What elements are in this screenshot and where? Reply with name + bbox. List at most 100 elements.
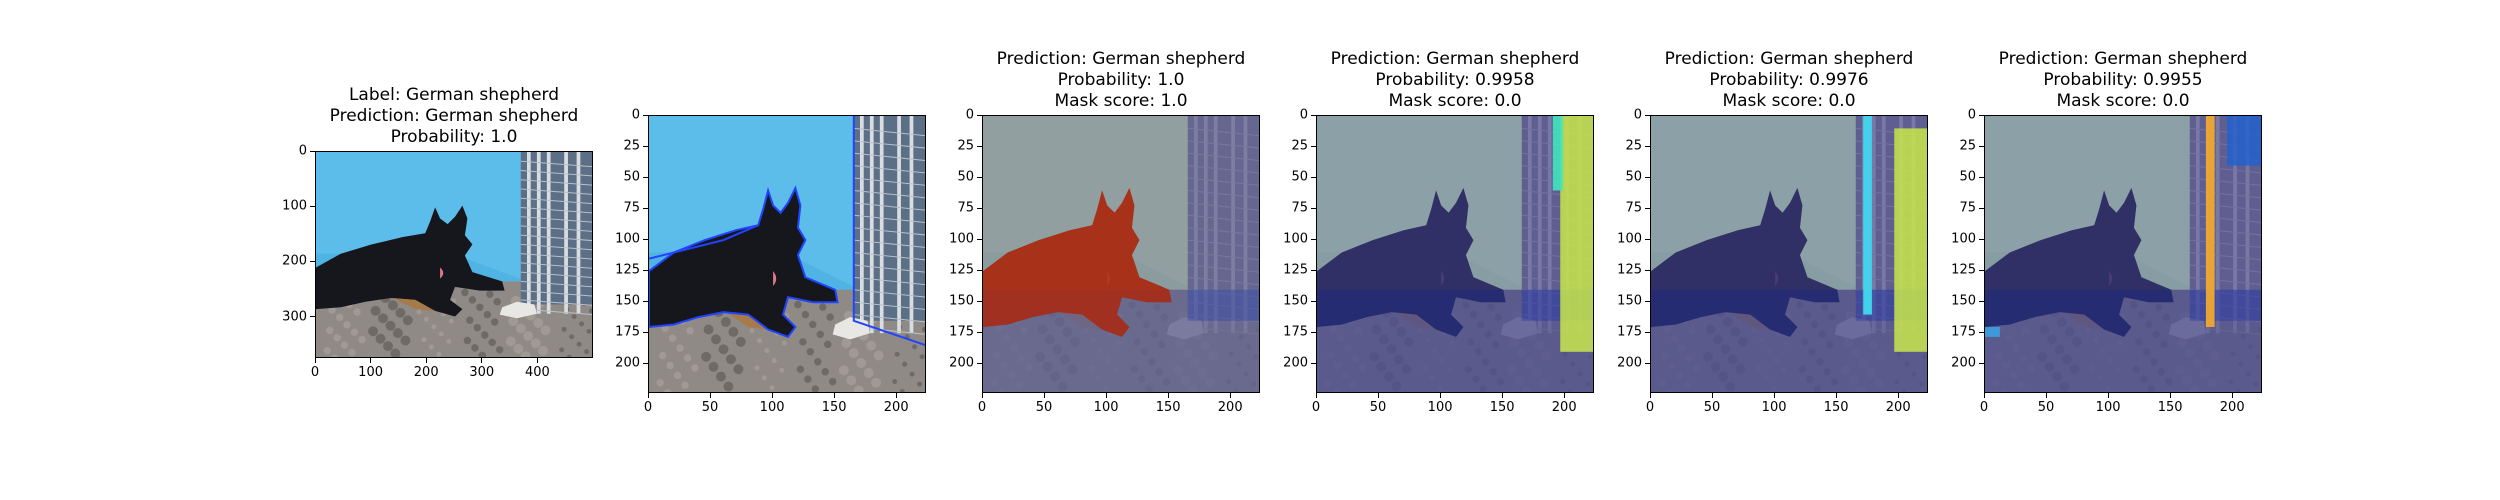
y-tick-mark <box>643 114 648 116</box>
y-tick-label: 200 <box>949 355 974 371</box>
y-tick-mark <box>1311 114 1316 116</box>
y-tick-mark <box>1979 176 1984 178</box>
y-tick-label: 125 <box>1283 262 1308 278</box>
y-tick-mark <box>977 362 982 364</box>
y-tick-mark <box>310 205 315 207</box>
x-tick-mark <box>536 358 538 363</box>
y-tick-label: 200 <box>1283 355 1308 371</box>
y-tick-mark <box>1979 145 1984 147</box>
y-tick-mark <box>643 207 648 209</box>
y-tick-mark <box>977 331 982 333</box>
y-tick-label: 175 <box>615 324 640 340</box>
y-tick-label: 150 <box>1283 293 1308 309</box>
x-tick-label: 50 <box>2037 400 2055 415</box>
y-tick-mark <box>977 114 982 116</box>
y-tick-mark <box>643 331 648 333</box>
x-tick-mark <box>1439 393 1441 398</box>
y-tick-label: 75 <box>1959 200 1976 216</box>
title-line: Mask score: 0.0 <box>1722 91 1856 111</box>
y-tick-mark <box>643 176 648 178</box>
x-tick-mark <box>1983 393 1985 398</box>
x-tick-mark <box>370 358 372 363</box>
y-tick-label: 150 <box>1617 293 1642 309</box>
y-tick-label: 125 <box>1951 262 1976 278</box>
y-tick-label: 50 <box>957 169 974 185</box>
x-tick-label: 150 <box>1823 400 1849 415</box>
y-tick-mark <box>1979 238 1984 240</box>
y-tick-mark <box>1645 331 1650 333</box>
x-tick-label: 100 <box>358 365 384 380</box>
y-tick-mark <box>1311 145 1316 147</box>
y-tick-label: 75 <box>1625 200 1642 216</box>
panel-title: Prediction: German shepherd Probability: … <box>1316 49 1594 112</box>
y-tick-mark <box>1645 269 1650 271</box>
y-tick-label: 175 <box>949 324 974 340</box>
y-tick-mark <box>643 300 648 302</box>
y-tick-mark <box>977 207 982 209</box>
x-tick-mark <box>1377 393 1379 398</box>
y-tick-label: 75 <box>1291 200 1308 216</box>
y-tick-label: 75 <box>623 200 640 216</box>
x-tick-label: 0 <box>1645 400 1655 415</box>
y-tick-label: 125 <box>615 262 640 278</box>
y-tick-label: 25 <box>957 138 974 154</box>
image-frame <box>1316 115 1594 393</box>
title-line: Probability: 0.9955 <box>2043 70 2203 90</box>
y-tick-label: 100 <box>1283 231 1308 247</box>
x-tick-mark <box>1043 393 1045 398</box>
x-tick-label: 50 <box>1703 400 1721 415</box>
x-tick-label: 150 <box>821 400 847 415</box>
y-tick-mark <box>1311 269 1316 271</box>
title-line: Probability: 1.0 <box>390 127 518 147</box>
image-content <box>1985 116 2261 392</box>
y-tick-label: 300 <box>282 309 307 325</box>
x-tick-label: 200 <box>1551 400 1577 415</box>
image-content <box>983 116 1259 392</box>
x-tick-label: 0 <box>977 400 987 415</box>
image-content <box>1317 116 1593 392</box>
y-tick-label: 100 <box>282 198 307 214</box>
title-line: Mask score: 0.0 <box>1388 91 1522 111</box>
x-tick-mark <box>1711 393 1713 398</box>
x-tick-mark <box>1501 393 1503 398</box>
image-panel-4: Prediction: German shepherd Probability: … <box>1283 49 1594 415</box>
x-tick-label: 300 <box>469 365 495 380</box>
x-tick-mark <box>1315 393 1317 398</box>
y-tick-label: 25 <box>1291 138 1308 154</box>
y-tick-mark <box>977 300 982 302</box>
y-tick-mark <box>1311 362 1316 364</box>
y-tick-label: 25 <box>1625 138 1642 154</box>
y-tick-label: 200 <box>615 355 640 371</box>
panel-title: Prediction: German shepherd Probability: … <box>1984 49 2262 112</box>
x-tick-label: 400 <box>524 365 550 380</box>
title-line: Probability: 1.0 <box>1057 70 1185 90</box>
y-tick-mark <box>1645 145 1650 147</box>
y-tick-mark <box>643 145 648 147</box>
y-tick-mark <box>1979 331 1984 333</box>
image-panel-1: Label: German shepherd Prediction: German… <box>282 85 593 380</box>
x-tick-mark <box>1167 393 1169 398</box>
y-tick-label: 100 <box>1951 231 1976 247</box>
y-tick-mark <box>310 260 315 262</box>
title-line: Mask score: 0.0 <box>2056 91 2190 111</box>
x-tick-label: 200 <box>883 400 909 415</box>
x-tick-mark <box>2045 393 2047 398</box>
y-tick-label: 175 <box>1283 324 1308 340</box>
y-tick-mark <box>1311 300 1316 302</box>
y-tick-mark <box>310 316 315 318</box>
y-tick-mark <box>1979 362 1984 364</box>
x-tick-label: 100 <box>759 400 785 415</box>
title-line: Label: German shepherd <box>348 85 560 105</box>
y-tick-label: 0 <box>298 143 307 159</box>
x-tick-label: 0 <box>1979 400 1989 415</box>
y-tick-mark <box>1311 176 1316 178</box>
y-tick-mark <box>1645 207 1650 209</box>
image-panel-3: Prediction: German shepherd Probability: … <box>949 49 1260 415</box>
title-line: Probability: 0.9976 <box>1709 70 1869 90</box>
image-frame <box>1984 115 2262 393</box>
y-tick-mark <box>1979 300 1984 302</box>
image-panel-2: 0 50 100 150 200 0 25 50 75 100 125 150 175 200 <box>615 108 926 415</box>
x-tick-mark <box>771 393 773 398</box>
image-frame <box>648 115 926 393</box>
x-tick-label: 150 <box>1489 400 1515 415</box>
